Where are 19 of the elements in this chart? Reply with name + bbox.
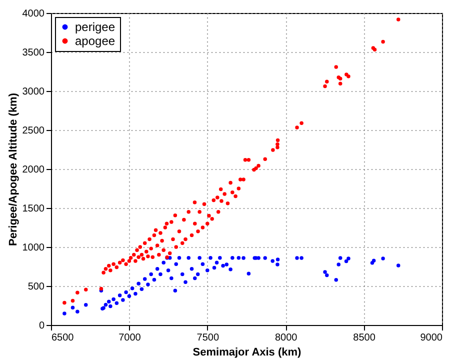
y-tick-label: 3000 [22,86,45,98]
y-tick-label: 1500 [22,204,45,214]
legend-label: perigee [75,20,116,34]
y-tick-label: 1000 [22,242,45,254]
legend-label: apogee [75,34,116,48]
x-tick-label: 7500 [196,332,220,344]
y-tick-label: 2000 [22,164,45,176]
x-axis-title: Semimajor Axis (km) [192,346,302,358]
y-tick-label: 3500 [22,48,45,58]
x-tick-label: 7000 [118,332,142,344]
y-tick-label: 2500 [22,126,45,136]
x-tick-label: 8500 [353,332,376,344]
x-tick-label: 8000 [274,332,298,344]
y-tick-label: 500 [28,282,45,292]
y-tick-label: 4000 [22,8,45,20]
y-axis-title: Perigee/Apogee Altitude (km) [7,92,20,246]
x-tick-label: 6500 [52,332,74,344]
y-tick-label: 0 [38,320,45,332]
x-tick-label: 9000 [420,332,443,344]
